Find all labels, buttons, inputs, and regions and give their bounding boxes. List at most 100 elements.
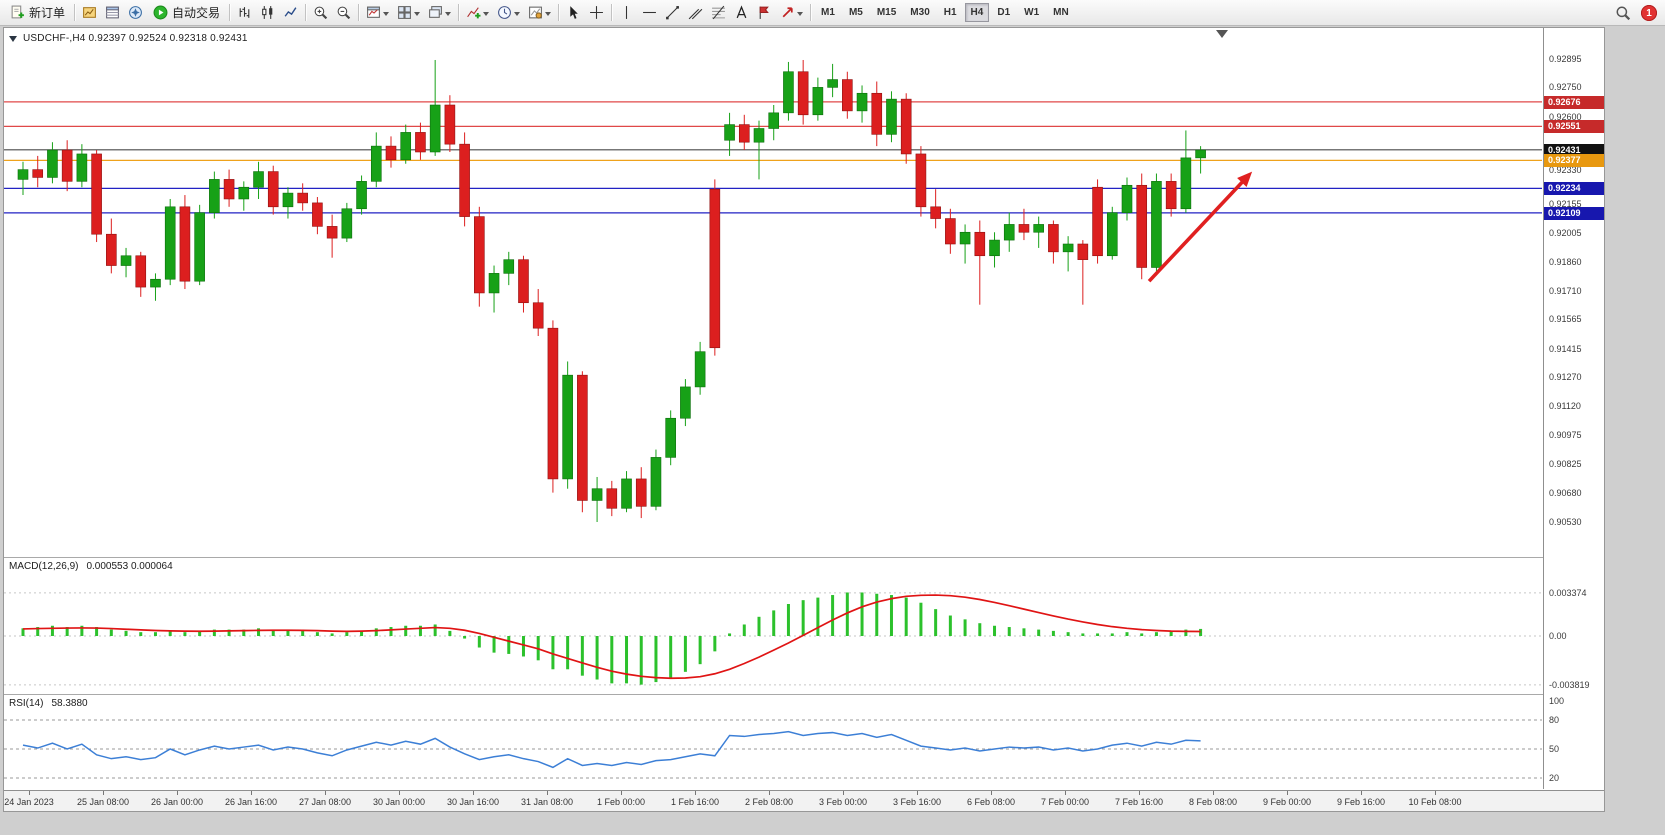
rsi-axis-label: 100 [1549, 695, 1565, 706]
chart-window: USDCHF-,H4 0.92397 0.92524 0.92318 0.924… [3, 27, 1605, 812]
cursor-button[interactable] [562, 2, 585, 23]
time-axis-tick [473, 791, 474, 795]
candle [606, 480, 618, 517]
timeframe-button-m5[interactable]: M5 [843, 3, 869, 22]
chart-title-ohlc: USDCHF-,H4 0.92397 0.92524 0.92318 0.924… [23, 33, 248, 44]
notification-badge[interactable]: 1 [1641, 5, 1657, 21]
pane-separator[interactable] [4, 557, 1604, 558]
horizontal-line-button[interactable] [638, 2, 661, 23]
bar-chart-button[interactable] [233, 2, 256, 23]
candle [900, 93, 912, 164]
candle [1121, 177, 1133, 221]
candle [635, 467, 647, 519]
pane-separator[interactable] [4, 694, 1604, 695]
zoom-in-icon [314, 6, 328, 20]
price-axis-label: 0.91120 [1549, 401, 1581, 412]
rsi-indicator-pane[interactable] [4, 695, 1542, 788]
cascade-windows-button[interactable] [424, 2, 455, 23]
new-order-icon [11, 5, 24, 19]
candle [709, 179, 721, 356]
candle [827, 63, 838, 98]
price-axis-label: 0.92005 [1549, 228, 1582, 239]
candle [47, 142, 58, 184]
tile-windows-button[interactable] [393, 2, 424, 23]
zoom-out-button[interactable] [332, 2, 355, 23]
fibonacci-button[interactable] [707, 2, 730, 23]
line-chart-button[interactable] [279, 2, 302, 23]
search-icon[interactable] [1615, 5, 1631, 21]
timeframe-button-d1[interactable]: D1 [991, 3, 1016, 22]
macd-indicator-pane[interactable] [4, 558, 1542, 694]
vertical-line-button[interactable] [615, 2, 638, 23]
price-axis[interactable]: 0.92895 0.92750 0.92600 0.92330 0.92155 0.920… [1543, 28, 1604, 789]
equidistant-channel-button[interactable] [684, 2, 707, 23]
timeframe-button-h4[interactable]: H4 [964, 3, 990, 22]
candlestick-chart-button[interactable] [256, 2, 279, 23]
chart-info-overlay: USDCHF-,H4 0.92397 0.92524 0.92318 0.924… [9, 31, 248, 46]
timeframe-button-w1[interactable]: W1 [1018, 3, 1045, 22]
navigator-button[interactable] [124, 2, 147, 23]
candle [577, 371, 588, 513]
trendline-button[interactable] [661, 2, 684, 23]
time-axis-tick [1287, 791, 1288, 795]
time-axis[interactable]: 24 Jan 2023 25 Jan 08:00 26 Jan 00:00 26 Ja… [4, 790, 1604, 811]
candle [32, 155, 44, 188]
chevron-down-icon [445, 12, 452, 19]
timeframe-button-h1[interactable]: H1 [938, 3, 963, 22]
cascade-windows-icon [429, 6, 442, 18]
new-order-button[interactable]: 新订单 [4, 2, 71, 23]
market-watch-button[interactable] [78, 2, 101, 23]
indicators-icon [467, 7, 481, 19]
price-axis-label: 0.92750 [1549, 82, 1582, 93]
one-click-trading-arrow-icon[interactable] [9, 36, 17, 46]
time-axis-label: 3 Feb 00:00 [818, 797, 868, 807]
timeframe-button-m15[interactable]: M15 [871, 3, 902, 22]
candle [680, 379, 691, 427]
zoom-in-button[interactable] [309, 2, 332, 23]
rsi-axis-label: 80 [1549, 714, 1560, 725]
templates-button[interactable] [524, 2, 555, 23]
candle [621, 471, 632, 513]
data-window-button[interactable] [101, 2, 124, 23]
price-chart-pane[interactable] [4, 28, 1542, 557]
candle [267, 165, 279, 215]
candle [547, 320, 559, 493]
new-chart-button[interactable] [362, 2, 393, 23]
autotrading-button[interactable]: 自动交易 [147, 2, 226, 23]
timeframe-button-m1[interactable]: M1 [815, 3, 841, 22]
candle [518, 255, 529, 313]
candle [694, 341, 706, 395]
candle [238, 181, 250, 211]
candle [650, 449, 662, 511]
macd-indicator-name: MACD(12,26,9) [9, 561, 79, 572]
chart-shift-marker-icon[interactable] [1216, 30, 1228, 38]
label-button[interactable] [753, 2, 776, 23]
time-axis-tick [1435, 791, 1436, 795]
time-axis-label: 25 Jan 08:00 [76, 797, 130, 807]
price-axis-label: 0.92330 [1549, 164, 1582, 175]
trend-arrow-annotation[interactable] [1147, 177, 1247, 283]
timeframe-button-mn[interactable]: MN [1047, 3, 1075, 22]
candle [1003, 212, 1015, 252]
price-tag: 0.92377 [1544, 154, 1604, 168]
candle [120, 247, 132, 278]
candle [415, 122, 426, 160]
arrows-button[interactable] [776, 2, 807, 23]
timeframe-button-m30[interactable]: M30 [904, 3, 935, 22]
toolbar-separator [810, 4, 812, 21]
time-axis-label: 8 Feb 08:00 [1188, 797, 1238, 807]
candle [370, 132, 382, 188]
periods-button[interactable] [493, 2, 524, 23]
chevron-down-icon [414, 12, 421, 19]
price-axis-label: 0.91565 [1549, 314, 1582, 325]
tile-windows-icon [398, 6, 411, 19]
text-button[interactable] [730, 2, 753, 23]
candle [312, 197, 323, 235]
rsi-line [22, 730, 1201, 769]
cursor-icon [570, 6, 578, 19]
price-axis-label: 0.92155 [1549, 198, 1582, 209]
candle [17, 161, 29, 196]
indicators-button[interactable] [462, 2, 493, 23]
candle [76, 144, 88, 188]
crosshair-button[interactable] [585, 2, 608, 23]
